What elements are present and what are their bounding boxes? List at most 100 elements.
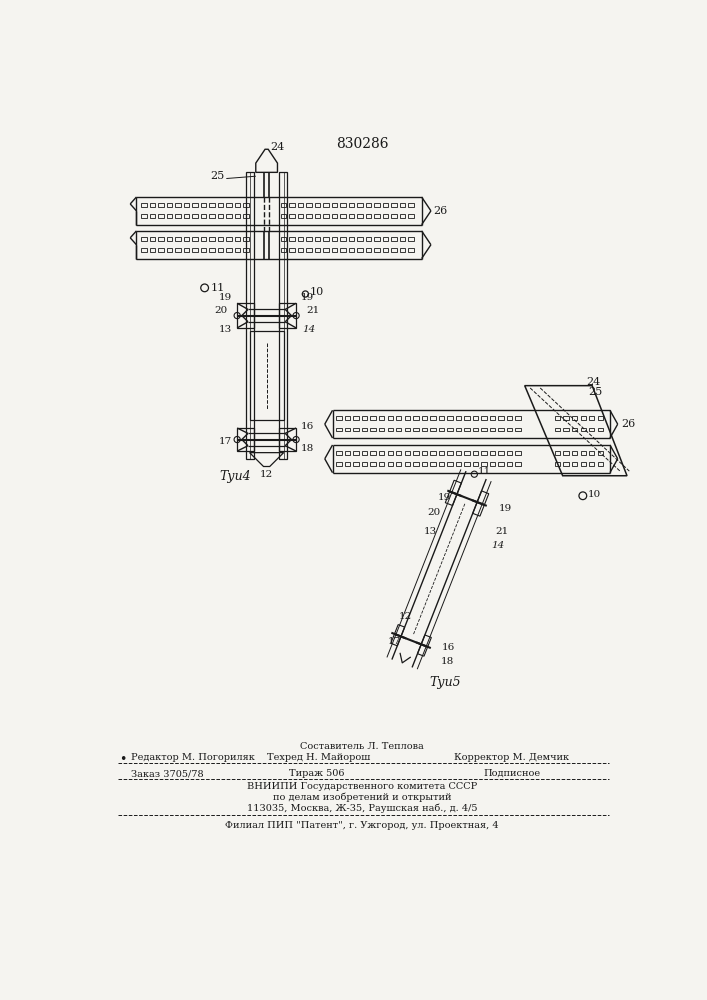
Bar: [357, 214, 363, 218]
Bar: [337, 428, 341, 431]
Bar: [141, 214, 146, 218]
Bar: [192, 203, 198, 207]
Bar: [323, 203, 329, 207]
Bar: [281, 203, 286, 207]
Bar: [438, 462, 444, 466]
Bar: [340, 248, 346, 252]
Text: 16: 16: [442, 643, 455, 652]
Bar: [572, 428, 578, 431]
Bar: [340, 203, 346, 207]
Bar: [235, 248, 240, 252]
Text: Тираж 506: Тираж 506: [289, 769, 345, 778]
Bar: [279, 428, 296, 451]
Bar: [490, 462, 495, 466]
Bar: [555, 462, 561, 466]
Bar: [400, 203, 405, 207]
Bar: [374, 237, 380, 241]
Bar: [400, 237, 405, 241]
Bar: [235, 214, 240, 218]
Text: •: •: [119, 753, 127, 766]
Bar: [473, 428, 478, 431]
Bar: [184, 237, 189, 241]
Bar: [392, 248, 397, 252]
Bar: [555, 416, 561, 420]
Bar: [374, 214, 380, 218]
Bar: [490, 428, 495, 431]
Bar: [306, 214, 312, 218]
Text: Составитель Л. Теплова: Составитель Л. Теплова: [300, 742, 423, 751]
Text: 14: 14: [491, 541, 505, 550]
Bar: [247, 172, 255, 459]
Text: Корректор М. Демчик: Корректор М. Демчик: [454, 753, 569, 762]
Text: Τуи4: Τуи4: [220, 470, 252, 483]
Bar: [396, 416, 402, 420]
Text: 19: 19: [300, 293, 314, 302]
Bar: [150, 237, 155, 241]
Bar: [400, 248, 405, 252]
Bar: [332, 203, 337, 207]
Bar: [218, 214, 223, 218]
Bar: [572, 416, 578, 420]
Text: 25: 25: [210, 171, 224, 181]
Bar: [404, 428, 410, 431]
Text: 26: 26: [433, 206, 448, 216]
Text: 17: 17: [219, 437, 233, 446]
Bar: [362, 451, 368, 455]
Bar: [366, 203, 371, 207]
Bar: [235, 237, 240, 241]
Bar: [184, 214, 189, 218]
Bar: [409, 248, 414, 252]
Bar: [563, 416, 569, 420]
Bar: [413, 462, 419, 466]
Text: Техред Н. Майорош: Техред Н. Майорош: [267, 753, 370, 762]
Bar: [209, 214, 215, 218]
Bar: [413, 428, 419, 431]
Text: Филиал ПИП "Патент", г. Ужгород, ул. Проектная, 4: Филиал ПИП "Патент", г. Ужгород, ул. Про…: [225, 821, 498, 830]
Bar: [580, 416, 586, 420]
Bar: [473, 451, 478, 455]
Bar: [354, 416, 359, 420]
Bar: [370, 462, 376, 466]
Bar: [430, 451, 436, 455]
Bar: [507, 428, 513, 431]
Bar: [306, 237, 312, 241]
Bar: [279, 303, 296, 328]
Text: ВНИИПИ Государственного комитета СССР: ВНИИПИ Государственного комитета СССР: [247, 782, 477, 791]
Bar: [456, 428, 461, 431]
Bar: [438, 451, 444, 455]
Bar: [409, 203, 414, 207]
Bar: [370, 428, 376, 431]
Bar: [383, 203, 388, 207]
Bar: [345, 416, 351, 420]
Bar: [456, 451, 461, 455]
Bar: [218, 237, 223, 241]
Text: Редактор М. Погориляк: Редактор М. Погориляк: [131, 753, 255, 762]
Bar: [400, 214, 405, 218]
Bar: [201, 237, 206, 241]
Bar: [464, 428, 469, 431]
Text: 21: 21: [495, 527, 508, 536]
Bar: [392, 237, 397, 241]
Bar: [404, 416, 410, 420]
Bar: [250, 331, 284, 420]
Bar: [298, 237, 303, 241]
Text: 10: 10: [310, 287, 325, 297]
Text: 18: 18: [300, 444, 314, 453]
Bar: [507, 462, 513, 466]
Bar: [354, 451, 359, 455]
Text: Подписное: Подписное: [484, 769, 541, 778]
Bar: [298, 203, 303, 207]
Bar: [357, 248, 363, 252]
Bar: [392, 214, 397, 218]
Bar: [572, 462, 578, 466]
Bar: [150, 214, 155, 218]
Text: 24: 24: [587, 377, 601, 387]
Bar: [589, 428, 595, 431]
Text: 16: 16: [300, 422, 314, 431]
Text: 18: 18: [441, 657, 455, 666]
Bar: [167, 203, 172, 207]
Bar: [337, 451, 341, 455]
Bar: [289, 248, 295, 252]
Bar: [438, 428, 444, 431]
Bar: [315, 214, 320, 218]
